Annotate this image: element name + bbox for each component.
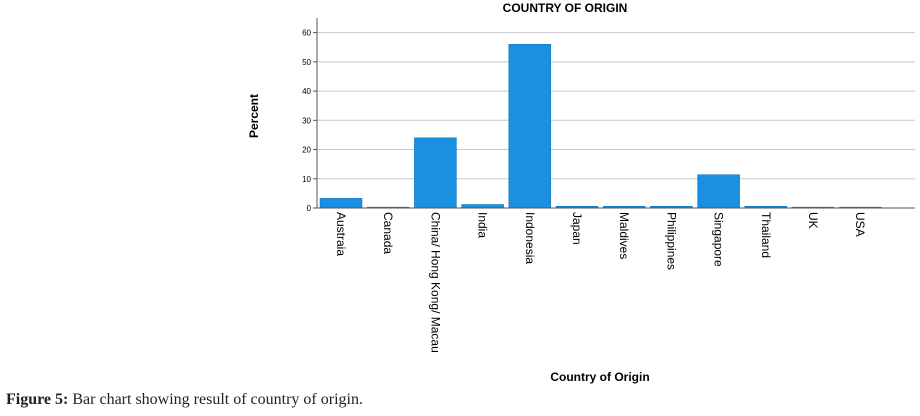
y-axis-label: Percent	[247, 94, 261, 138]
y-tick-label: 50	[302, 58, 311, 67]
figure-caption-text: Bar chart showing result of country of o…	[68, 391, 363, 408]
y-axis: 0 10 20 30 40 50 60	[302, 18, 318, 213]
x-tick-label: India	[476, 212, 490, 238]
x-tick-label: Singapore	[712, 212, 726, 267]
x-axis: Austraia Canada China/ Hong Kong/ Macau Ind…	[317, 207, 915, 353]
bar-singapore	[697, 174, 740, 209]
grid-lines	[317, 32, 915, 180]
x-tick-label: Austraia	[334, 212, 348, 256]
x-tick-label: Maldives	[617, 212, 631, 259]
figure-caption: Figure 5: Bar chart showing result of co…	[6, 391, 363, 409]
x-tick-label: China/ Hong Kong/ Macau	[428, 212, 442, 353]
figure-caption-label: Figure 5:	[6, 391, 69, 408]
x-tick-label: Canada	[381, 212, 395, 254]
y-tick-label: 20	[302, 146, 311, 155]
x-tick-label: Thailand	[759, 212, 773, 258]
chart-title: COUNTRY OF ORIGIN	[503, 1, 628, 15]
x-axis-label: Country of Origin	[550, 370, 649, 384]
y-tick-label: 30	[302, 116, 311, 125]
bar-chart: COUNTRY OF ORIGIN 0 10 20 30 40 50 60 Austraia…	[247, 1, 915, 384]
bar-china-hong-kong-macau	[414, 137, 457, 209]
bars	[319, 44, 882, 209]
y-tick-label: 10	[302, 175, 311, 184]
x-tick-label: Japan	[570, 212, 584, 245]
bar-austraia	[319, 198, 363, 209]
y-tick-label: 0	[307, 204, 312, 213]
y-tick-label: 40	[302, 87, 311, 96]
x-tick-label: Indonesia	[523, 212, 537, 264]
bar-indonesia	[508, 44, 552, 209]
x-tick-label: Philippines	[664, 212, 678, 270]
bar-india	[461, 204, 504, 209]
x-tick-label: USA	[853, 212, 867, 237]
y-tick-label: 60	[302, 29, 311, 38]
x-tick-label: UK	[806, 212, 820, 229]
